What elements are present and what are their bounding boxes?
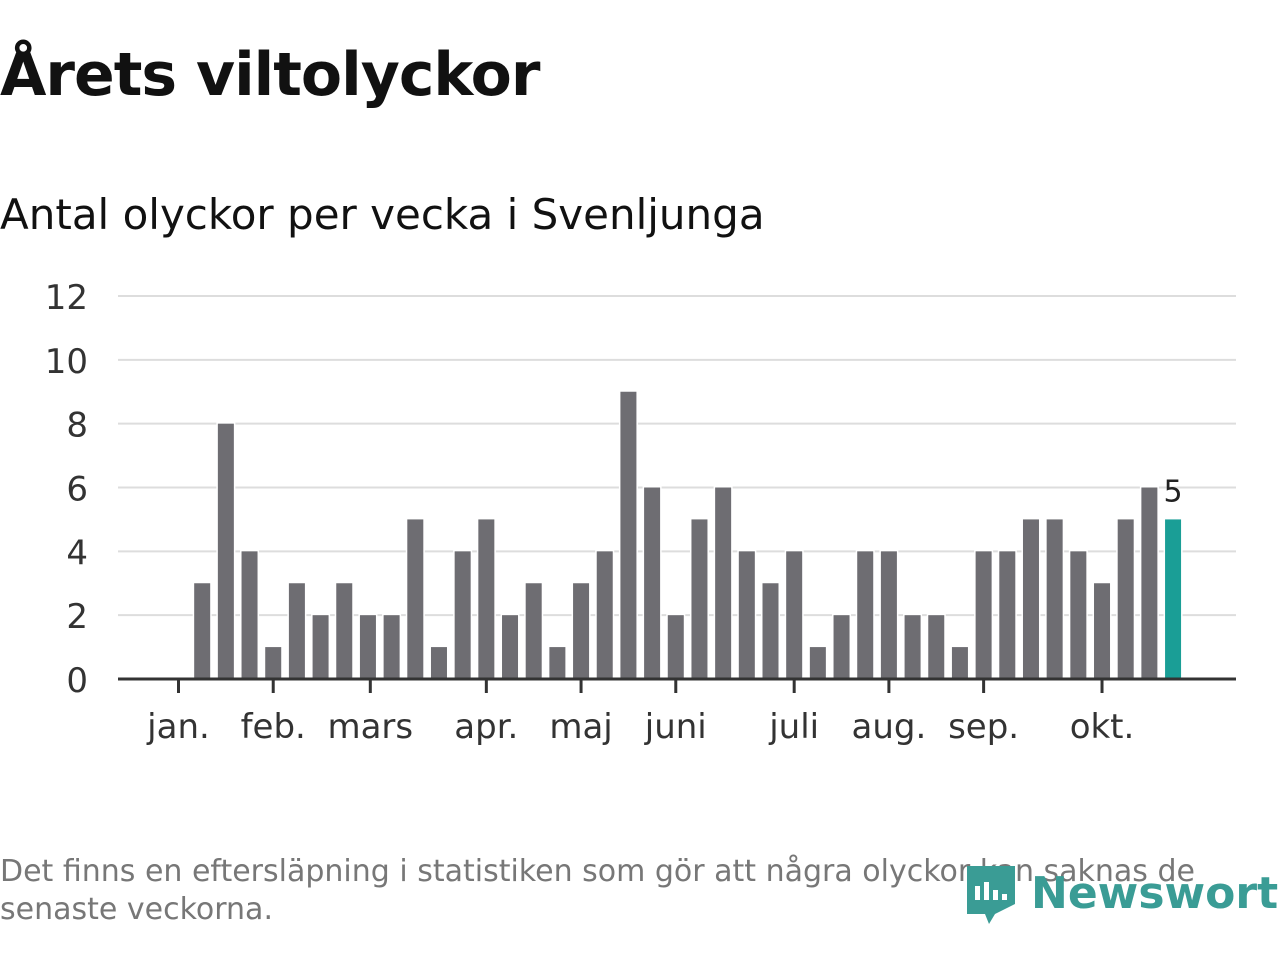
bar [689,517,709,681]
bar-chart: 0 2 4 6 8 10 12 5 jan. feb. mars apr. maj juni juli aug… [45,278,1236,747]
bar [429,645,449,681]
bar [453,549,473,681]
bar [618,390,638,681]
bar [1068,549,1088,681]
bar [713,486,733,681]
bar [737,549,757,681]
bar [808,645,828,681]
x-tick-label: juli [768,707,819,747]
y-tick-label: 12 [45,278,88,318]
bar [666,613,686,681]
bar [997,549,1017,681]
bar [974,549,994,681]
bar [524,581,544,681]
bar [240,549,260,681]
bar [855,549,875,681]
y-tick-label: 2 [66,597,88,637]
x-tick-label: feb. [241,707,306,747]
bar [216,422,236,681]
bar [1139,486,1159,681]
bar [1163,517,1183,681]
x-tick-label: maj [549,707,612,747]
bar [571,581,591,681]
bar [358,613,378,681]
bar [311,613,331,681]
bar [382,613,402,681]
bar [1092,581,1112,681]
bar [334,581,354,681]
y-tick-label: 6 [66,470,88,510]
bar [476,517,496,681]
bar [547,645,567,681]
bar [192,581,212,681]
x-tick-label: apr. [454,707,518,747]
last-value-label: 5 [1164,474,1183,509]
x-tick-label: jan. [146,707,210,747]
y-tick-label: 0 [66,661,88,701]
bar [1116,517,1136,681]
x-tick-label: aug. [852,707,927,747]
bar [784,549,804,681]
logo-icon [967,866,1015,924]
x-tick-label: okt. [1070,707,1135,747]
bar [950,645,970,681]
y-tick-label: 8 [66,406,88,446]
bar [1021,517,1041,681]
bar [903,613,923,681]
x-tick-label: juni [644,707,707,747]
x-tick-label: mars [327,707,413,747]
chart-subtitle: Antal olyckor per vecka i Svenljunga [0,190,765,239]
bar [287,581,307,681]
page-title: Årets viltolyckor [0,40,540,110]
bar [500,613,520,681]
bar [405,517,425,681]
bar [263,645,283,681]
y-tick-label: 4 [66,533,88,573]
bar [1045,517,1065,681]
newsworthy-logo: Newsworthy [965,862,1280,924]
bar [642,486,662,681]
bar [879,549,899,681]
x-tick-label: sep. [948,707,1019,747]
bar [761,581,780,681]
y-tick-label: 10 [45,342,88,382]
logo-text: Newsworthy [1031,867,1280,919]
bar [926,613,946,681]
bar [595,549,615,681]
bar [832,613,852,681]
